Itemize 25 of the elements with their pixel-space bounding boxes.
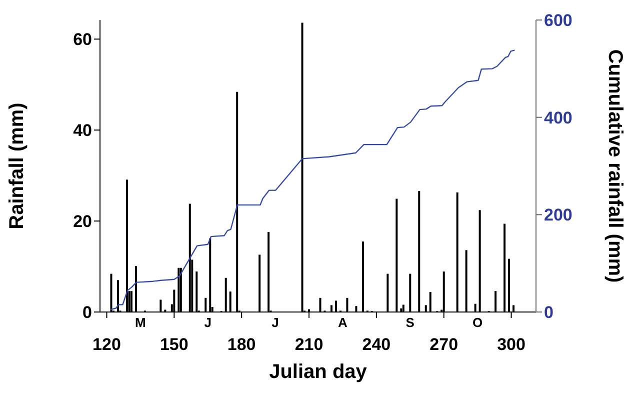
x-tick-label: 300 xyxy=(497,335,526,354)
y-tick-label: 60 xyxy=(73,30,92,50)
x-tick-label: 270 xyxy=(430,335,458,354)
line-series xyxy=(110,50,516,310)
x-tick-label: 120 xyxy=(92,335,121,354)
y-tick-label: 20 xyxy=(73,212,92,232)
x-tick-label: 210 xyxy=(294,335,324,354)
text: J xyxy=(204,315,212,330)
text: J xyxy=(272,315,279,330)
y2-axis-title: Cumulative rainfall (mm) xyxy=(604,49,626,283)
x-tick-label: 240 xyxy=(362,335,391,354)
text: A xyxy=(338,315,348,330)
y-tick-label: 0 xyxy=(82,303,92,322)
text: M xyxy=(135,315,146,330)
x-tick-label: 150 xyxy=(160,335,188,354)
y2-tick-label: 400 xyxy=(544,108,572,128)
x-axis-title: Julian day xyxy=(269,361,368,383)
y2-tick-label: 600 xyxy=(544,11,572,30)
y2-tick-label: 0 xyxy=(544,303,554,322)
text: O xyxy=(472,315,483,330)
y-axis-title: Rainfall (mm) xyxy=(6,102,28,230)
y2-tick-label: 200 xyxy=(544,206,572,225)
x-tick-label: 180 xyxy=(227,335,256,354)
y-tick-label: 40 xyxy=(73,121,92,140)
text: S xyxy=(406,315,415,330)
